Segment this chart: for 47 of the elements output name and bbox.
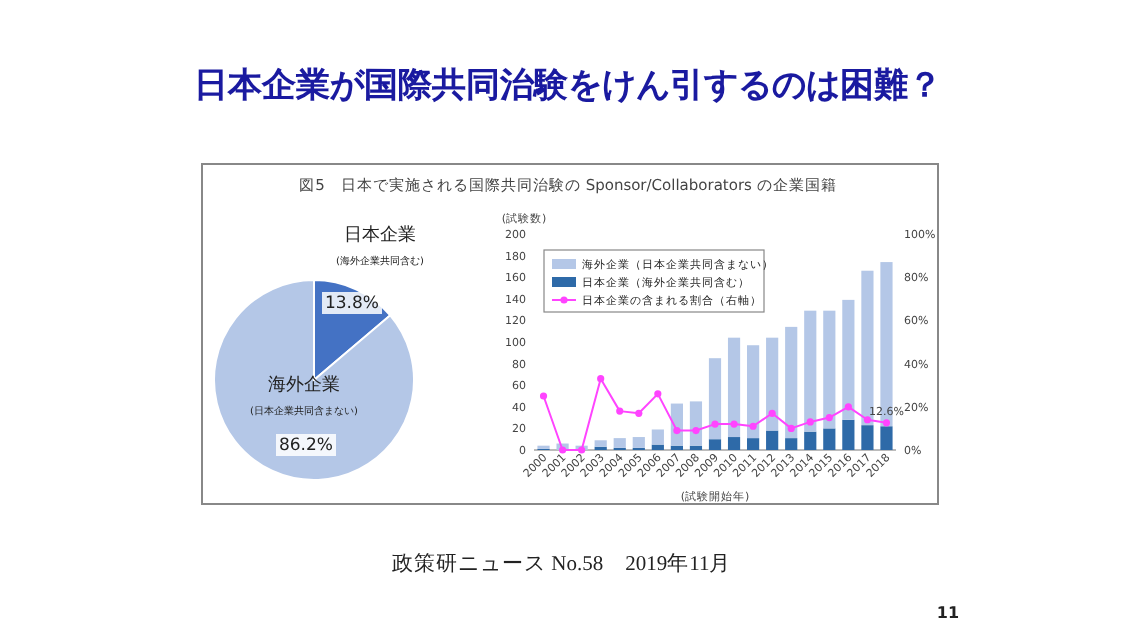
bar	[804, 431, 817, 450]
bar	[785, 438, 798, 450]
bar	[804, 310, 817, 432]
bar	[594, 440, 607, 447]
point	[539, 392, 548, 400]
pie-slice	[213, 279, 415, 481]
data-label: 86.2%	[278, 436, 334, 456]
bar	[880, 426, 893, 450]
point	[730, 420, 738, 428]
bar	[823, 428, 836, 450]
point	[597, 375, 605, 383]
bar	[651, 429, 664, 445]
point	[711, 420, 719, 428]
point	[787, 424, 795, 432]
text: 日本企業が国際共同治験をけん引するのは困難？	[194, 66, 942, 106]
bar	[861, 270, 874, 426]
point	[692, 426, 700, 435]
bar	[747, 345, 760, 439]
bar	[766, 337, 779, 431]
point	[749, 422, 757, 430]
bar	[727, 437, 741, 450]
bar	[861, 425, 874, 450]
bar	[727, 337, 741, 438]
text: 政策研ニュース No.58 2019年11月	[392, 552, 732, 576]
bar	[766, 430, 779, 450]
point	[635, 409, 643, 417]
point	[673, 426, 681, 435]
point	[844, 403, 852, 411]
bar	[842, 299, 855, 420]
data-label: 13.8%	[324, 294, 380, 314]
bar	[632, 437, 645, 448]
bar	[651, 444, 664, 450]
point	[825, 414, 833, 422]
point	[654, 390, 662, 398]
bar	[708, 358, 722, 440]
point	[806, 418, 814, 426]
bar	[708, 439, 722, 450]
point	[882, 419, 891, 427]
point	[863, 416, 872, 424]
point	[616, 407, 624, 415]
bar	[747, 438, 760, 450]
bar	[842, 419, 855, 450]
point	[768, 409, 776, 417]
bar	[613, 438, 626, 448]
bar	[785, 326, 798, 439]
text: 11	[936, 604, 960, 622]
bar	[823, 310, 836, 429]
